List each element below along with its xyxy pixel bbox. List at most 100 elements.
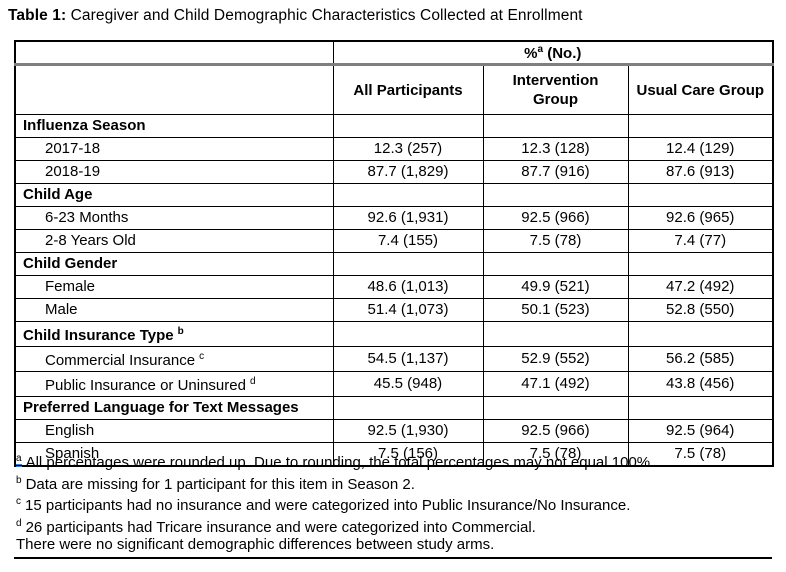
table-row: English 92.5 (1,930) 92.5 (966) 92.5 (964): [14, 419, 774, 443]
value-cell: [627, 183, 774, 207]
value-cell: 54.5 (1,137): [332, 346, 484, 372]
value-cell: 92.5 (1,930): [332, 419, 484, 443]
value-cell: 92.6 (965): [627, 206, 774, 230]
row-label: Spanish: [14, 442, 334, 467]
value-cell: 56.2 (585): [627, 346, 774, 372]
value-cell: 87.6 (913): [627, 160, 774, 184]
column-header-usual-care-group: Usual Care Group: [627, 64, 774, 115]
footnote-text: 26 participants had Tricare insurance an…: [25, 518, 536, 536]
footnotes: a All percentages were rounded up. Due to…: [16, 448, 772, 556]
value-cell: 7.4 (77): [627, 229, 774, 253]
table-row: 2-8 Years Old 7.4 (155) 7.5 (78) 7.4 (77): [14, 229, 774, 253]
footnote-text: Data are missing for 1 participant for t…: [25, 475, 415, 493]
row-label: English: [14, 419, 334, 443]
demographics-table: %a (No.) All Participants Intervention G…: [14, 40, 774, 467]
value-cell: 92.5 (966): [482, 206, 629, 230]
value-cell: [332, 183, 484, 207]
table-caption: Caregiver and Child Demographic Characte…: [66, 7, 583, 24]
table-number-label: Table 1:: [8, 7, 67, 24]
value-cell: 7.5 (78): [627, 442, 774, 467]
table-row: 2018-19 87.7 (1,829) 87.7 (916) 87.6 (913): [14, 160, 774, 184]
value-cell: 7.5 (78): [482, 442, 629, 467]
value-cell: 7.5 (156): [332, 442, 484, 467]
value-cell: [482, 183, 629, 207]
bottom-rule: [14, 557, 772, 559]
value-cell: 87.7 (1,829): [332, 160, 484, 184]
value-cell: 43.8 (456): [627, 371, 774, 397]
footnote: a All percentages were rounded up. Due to…: [16, 448, 772, 471]
footnote: c 15 participants had no insurance and we…: [16, 491, 772, 515]
table-row: Preferred Language for Text Messages: [14, 396, 774, 420]
row-label: Public Insurance or Uninsured d: [14, 371, 334, 397]
value-cell: 48.6 (1,013): [332, 275, 484, 299]
row-label: Male: [14, 298, 334, 322]
footnote: b Data are missing for 1 participant for …: [16, 470, 772, 493]
section-row-label: Child Insurance Type b: [14, 321, 334, 347]
value-cell: 92.5 (964): [627, 419, 774, 443]
value-cell: 12.4 (129): [627, 137, 774, 161]
value-cell: 92.6 (1,931): [332, 206, 484, 230]
stub-cell-empty: [14, 64, 334, 115]
footnote-marker: d: [16, 517, 22, 529]
value-cell: 87.7 (916): [482, 160, 629, 184]
stub-cell-empty: [14, 40, 334, 66]
percent-sign: %: [524, 44, 538, 62]
table-row: 6-23 Months 92.6 (1,931) 92.5 (966) 92.6 (9…: [14, 206, 774, 230]
value-cell: 45.5 (948): [332, 371, 484, 397]
column-header-intervention-group: Intervention Group: [482, 64, 629, 115]
footnote: There were no significant demographic di…: [16, 534, 772, 556]
value-cell: [482, 114, 629, 138]
row-label: 2017-18: [14, 137, 334, 161]
value-cell: 12.3 (128): [482, 137, 629, 161]
value-cell: [332, 321, 484, 347]
value-cell: [332, 252, 484, 276]
value-cell: 51.4 (1,073): [332, 298, 484, 322]
footnote-text: All percentages were rounded up. Due to …: [25, 454, 655, 471]
footnote-marker: b: [16, 474, 22, 486]
value-cell: 47.1 (492): [482, 371, 629, 397]
table-row: Male 51.4 (1,073) 50.1 (523) 52.8 (550): [14, 298, 774, 322]
percent-no-header: %a (No.): [332, 40, 774, 66]
value-cell: 12.3 (257): [332, 137, 484, 161]
footnote-marker: c: [16, 496, 21, 508]
section-row-label: Child Age: [14, 183, 334, 207]
value-cell: 50.1 (523): [482, 298, 629, 322]
table-title: Table 1: Caregiver and Child Demographic…: [8, 7, 583, 25]
row-label: Female: [14, 275, 334, 299]
table-row: 2017-18 12.3 (257) 12.3 (128) 12.4 (129): [14, 137, 774, 161]
row-label: 2018-19: [14, 160, 334, 184]
value-cell: 7.4 (155): [332, 229, 484, 253]
value-cell: 92.5 (966): [482, 419, 629, 443]
footnote-marker: c: [199, 351, 205, 362]
table-row: Public Insurance or Uninsured d 45.5 (948)…: [14, 371, 774, 397]
value-cell: 52.8 (550): [627, 298, 774, 322]
table-row: Child Insurance Type b: [14, 321, 774, 347]
section-row-label: Preferred Language for Text Messages: [14, 396, 334, 420]
footnote-text: 15 participants had no insurance and wer…: [25, 497, 631, 515]
footnote-marker: b: [177, 326, 184, 337]
footnote-text: There were no significant demographic di…: [16, 536, 495, 554]
table-row: Child Age: [14, 183, 774, 207]
value-cell: [332, 114, 484, 138]
table-body: Influenza Season 2017-18 12.3 (257) 12.3 (1…: [14, 114, 774, 467]
no-label: (No.): [543, 44, 582, 62]
footnote-marker: d: [249, 376, 256, 387]
value-cell: 7.5 (78): [482, 229, 629, 253]
column-header-row: All Participants Intervention Group Usua…: [14, 64, 774, 115]
section-row-label: Child Gender: [14, 252, 334, 276]
footnote: d 26 participants had Tricare insurance a…: [16, 513, 772, 536]
value-cell: [482, 396, 629, 420]
value-cell: 49.9 (521): [482, 275, 629, 299]
table-row: Commercial Insurance c 54.5 (1,137) 52.9 (5…: [14, 346, 774, 372]
footnote-marker: a: [16, 453, 22, 467]
value-cell: [627, 321, 774, 347]
value-cell: [482, 252, 629, 276]
span-header-row: %a (No.): [14, 40, 774, 66]
value-cell: 47.2 (492): [627, 275, 774, 299]
value-cell: 52.9 (552): [482, 346, 629, 372]
value-cell: [482, 321, 629, 347]
row-label: Commercial Insurance c: [14, 346, 334, 372]
table-row: Influenza Season: [14, 114, 774, 138]
value-cell: [332, 396, 484, 420]
